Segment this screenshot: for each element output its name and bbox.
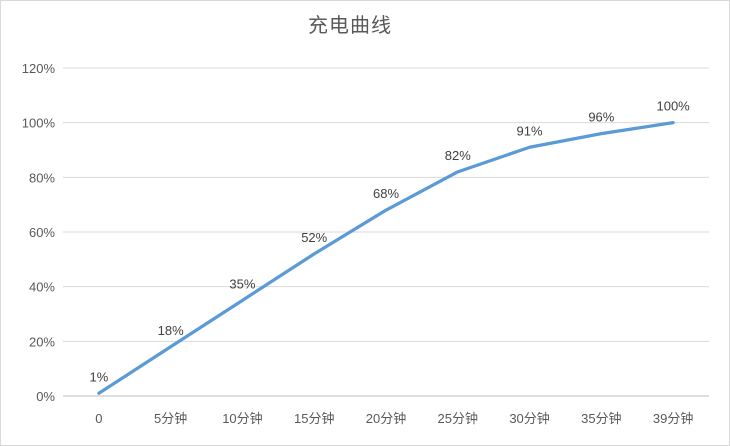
data-point-label: 82% — [445, 148, 471, 163]
y-axis-tick-label: 60% — [29, 225, 55, 240]
x-axis-tick-label: 15分钟 — [294, 411, 334, 426]
data-point-label: 18% — [158, 323, 184, 338]
data-point-label: 1% — [89, 369, 108, 384]
data-point-label: 68% — [373, 186, 399, 201]
x-axis-tick-label: 39分钟 — [653, 411, 693, 426]
x-axis-tick-label: 30分钟 — [509, 411, 549, 426]
x-axis-tick-label: 35分钟 — [581, 411, 621, 426]
x-axis-tick-label: 20分钟 — [366, 411, 406, 426]
x-axis-tick-label: 5分钟 — [154, 411, 187, 426]
y-axis-tick-label: 0% — [36, 389, 55, 404]
x-axis-tick-label: 25分钟 — [438, 411, 478, 426]
data-point-label: 52% — [301, 230, 327, 245]
x-axis-tick-label: 10分钟 — [222, 411, 262, 426]
y-axis-tick-label: 120% — [22, 61, 56, 76]
x-axis-tick-label: 0 — [95, 411, 102, 426]
y-axis-tick-label: 20% — [29, 334, 55, 349]
y-axis-tick-label: 40% — [29, 280, 55, 295]
data-point-label: 91% — [517, 123, 543, 138]
y-axis-tick-label: 100% — [22, 116, 56, 131]
charging-curve-series-line — [97, 121, 675, 395]
data-point-label: 100% — [656, 99, 690, 114]
data-point-label: 35% — [229, 276, 255, 291]
chart-title: 充电曲线 — [308, 15, 392, 37]
y-axis-tick-label: 80% — [29, 170, 55, 185]
data-point-label: 96% — [588, 110, 614, 125]
